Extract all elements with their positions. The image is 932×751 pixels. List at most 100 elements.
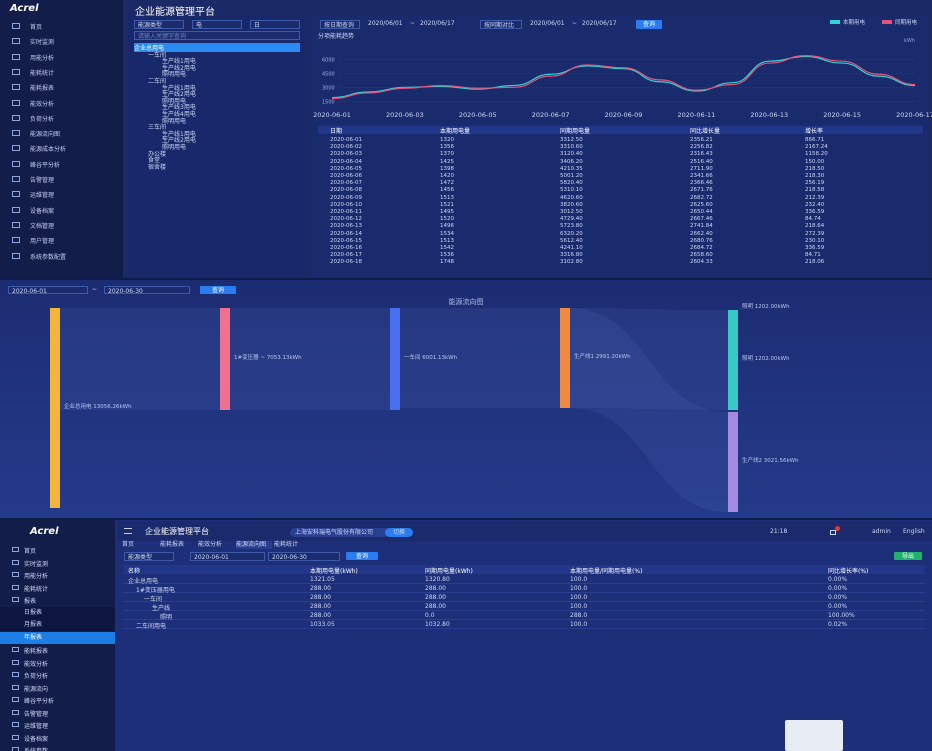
date[interactable]: 2020-06-30 [104, 286, 190, 295]
button[interactable]: 导出 [894, 552, 922, 560]
button[interactable]: 查询 [636, 20, 662, 29]
tab[interactable]: 能耗报表 [160, 541, 185, 548]
table-cell: 3102.80 [560, 259, 583, 266]
tab[interactable]: 首页 [122, 541, 135, 548]
menu-item[interactable]: 能效分析 [30, 100, 55, 108]
menu-item[interactable]: 运维管理 [30, 192, 55, 200]
menu-item[interactable]: 能源流向图 [30, 131, 61, 139]
menu-item[interactable]: 首页 [30, 24, 43, 31]
menu-item[interactable]: 峰谷平分析 [24, 698, 55, 705]
menu-item[interactable]: 峰谷平分析 [30, 161, 61, 169]
app-title: 企业能源管理平台 [135, 7, 215, 18]
select[interactable]: 能源类型 [134, 20, 184, 29]
table-cell: 100.0 [570, 576, 588, 583]
table-cell: 二车间用电 [136, 623, 167, 630]
tree-node[interactable]: 照明用电 [162, 144, 187, 151]
menu-item[interactable]: 用能分析 [24, 573, 49, 580]
menu-icon [12, 237, 20, 244]
date[interactable]: 2020-06-01 [190, 552, 265, 561]
submenu-item[interactable]: 年报表 [0, 631, 115, 644]
button[interactable]: 查询 [346, 552, 378, 560]
menu-item[interactable]: 首页 [24, 548, 37, 555]
y-tick-label: 3000 [322, 85, 335, 91]
tab[interactable]: 能效分析 [198, 541, 223, 548]
tree-node[interactable]: 生产线4用电 [162, 111, 196, 118]
select[interactable]: 按同期对比 [480, 20, 522, 29]
submenu-item[interactable]: 日报表 [0, 606, 115, 619]
menu-item[interactable]: 实时监测 [30, 39, 55, 47]
switch[interactable]: 切换 [385, 528, 413, 537]
table-cell: 2256.82 [690, 144, 713, 151]
tree-node[interactable]: 三车间 [148, 124, 167, 132]
tab[interactable]: 能耗统计 [274, 541, 299, 548]
menu-item[interactable]: 系统参数配置 [30, 253, 67, 261]
menu-item[interactable]: 告警管理 [24, 710, 49, 718]
menu-item[interactable]: 能耗报表 [30, 85, 55, 93]
tab[interactable]: 能源流向图 [236, 541, 272, 549]
menu-item[interactable]: 运维管理 [24, 723, 49, 730]
table-cell: 100.0 [570, 621, 588, 628]
table-cell: 4620.60 [560, 194, 583, 201]
menu-item[interactable]: 系统参数 [24, 746, 48, 751]
search[interactable]: 请输入关键字查询 [134, 31, 300, 40]
menu-icon [12, 572, 19, 577]
menu-icon [12, 145, 20, 152]
tree-node[interactable]: 办公楼 [148, 150, 167, 158]
menu-item[interactable]: 用户管理 [30, 238, 55, 246]
tree-node[interactable]: 生产线2用电 [162, 137, 196, 145]
trend-chart: 分项能耗趋势 kWh 1500 3000 4500 6000 2020-06-01 2020-… [313, 18, 932, 119]
menu-item[interactable]: 负荷分析 [30, 115, 55, 123]
menu-item[interactable]: 设备档案 [24, 735, 49, 743]
menu-item[interactable]: 文档管理 [30, 222, 55, 230]
tree-node[interactable]: 二车间 [148, 78, 167, 85]
badge [835, 526, 840, 531]
user[interactable]: admin [872, 528, 891, 535]
tree-node[interactable]: 生产线1用电 [162, 58, 196, 66]
select[interactable]: 按日期查询 [320, 20, 360, 29]
tree-node[interactable]: 生产线1用电 [162, 130, 196, 138]
menu-item[interactable]: 用能分析 [30, 54, 55, 62]
menu-icon [12, 84, 20, 91]
tree-node[interactable]: 生产线3用电 [162, 104, 196, 112]
menu-item[interactable]: 负荷分析 [24, 673, 49, 680]
tree-node[interactable]: 生产线2用电 [162, 64, 196, 72]
date[interactable]: 2020-06-30 [268, 552, 340, 561]
menu-icon [12, 647, 19, 652]
tree-node[interactable]: 宿舍楼 [148, 163, 167, 171]
sep: ~ [92, 286, 98, 293]
menu-item[interactable]: 能耗统计 [30, 69, 55, 77]
select[interactable]: 电 [192, 20, 242, 29]
menu-icon [12, 559, 19, 565]
button[interactable]: 查询 [200, 286, 236, 294]
menu-item[interactable]: 告警管理 [30, 177, 55, 184]
table-cell: 2680.76 [690, 237, 713, 244]
table-cell: 1520 [440, 216, 454, 223]
menu-item[interactable]: 实时监测 [24, 560, 49, 568]
tree-node[interactable]: 食堂 [148, 157, 161, 165]
select[interactable]: 日 [250, 20, 300, 29]
tree-node[interactable]: 照明用电 [162, 117, 187, 125]
menu-item[interactable]: 设备档案 [30, 207, 55, 215]
menu-item[interactable]: 能效分析 [24, 660, 49, 668]
menu-item[interactable]: 能源成本分析 [30, 146, 67, 154]
tree-node[interactable]: 照明用电 [162, 97, 187, 105]
menu-item[interactable]: 能耗报表 [24, 648, 49, 655]
tree-node[interactable]: 一车间 [148, 51, 167, 59]
select[interactable]: 能源类型 [124, 552, 174, 561]
tree-node[interactable]: 生产线2用电 [162, 91, 196, 99]
flow-label: 照明 1202.00kWh [742, 355, 790, 362]
y-tick-label: 4500 [322, 71, 335, 77]
menu-item[interactable]: 能耗统计 [24, 585, 49, 593]
menu-icon [12, 221, 20, 228]
date[interactable]: 2020-06-01 [8, 286, 88, 295]
tree-node[interactable]: 照明用电 [162, 71, 187, 79]
tool-popup[interactable] [785, 720, 843, 751]
menu-item[interactable]: 报表 [24, 598, 37, 605]
lang[interactable]: English [903, 528, 925, 535]
menu-item[interactable]: 能源流向 [24, 685, 49, 693]
flow-link [570, 308, 728, 410]
tree-node[interactable]: 企业总用电 [134, 43, 300, 52]
tree-node[interactable]: 生产线1用电 [162, 84, 196, 92]
submenu-item[interactable]: 月报表 [0, 619, 115, 631]
